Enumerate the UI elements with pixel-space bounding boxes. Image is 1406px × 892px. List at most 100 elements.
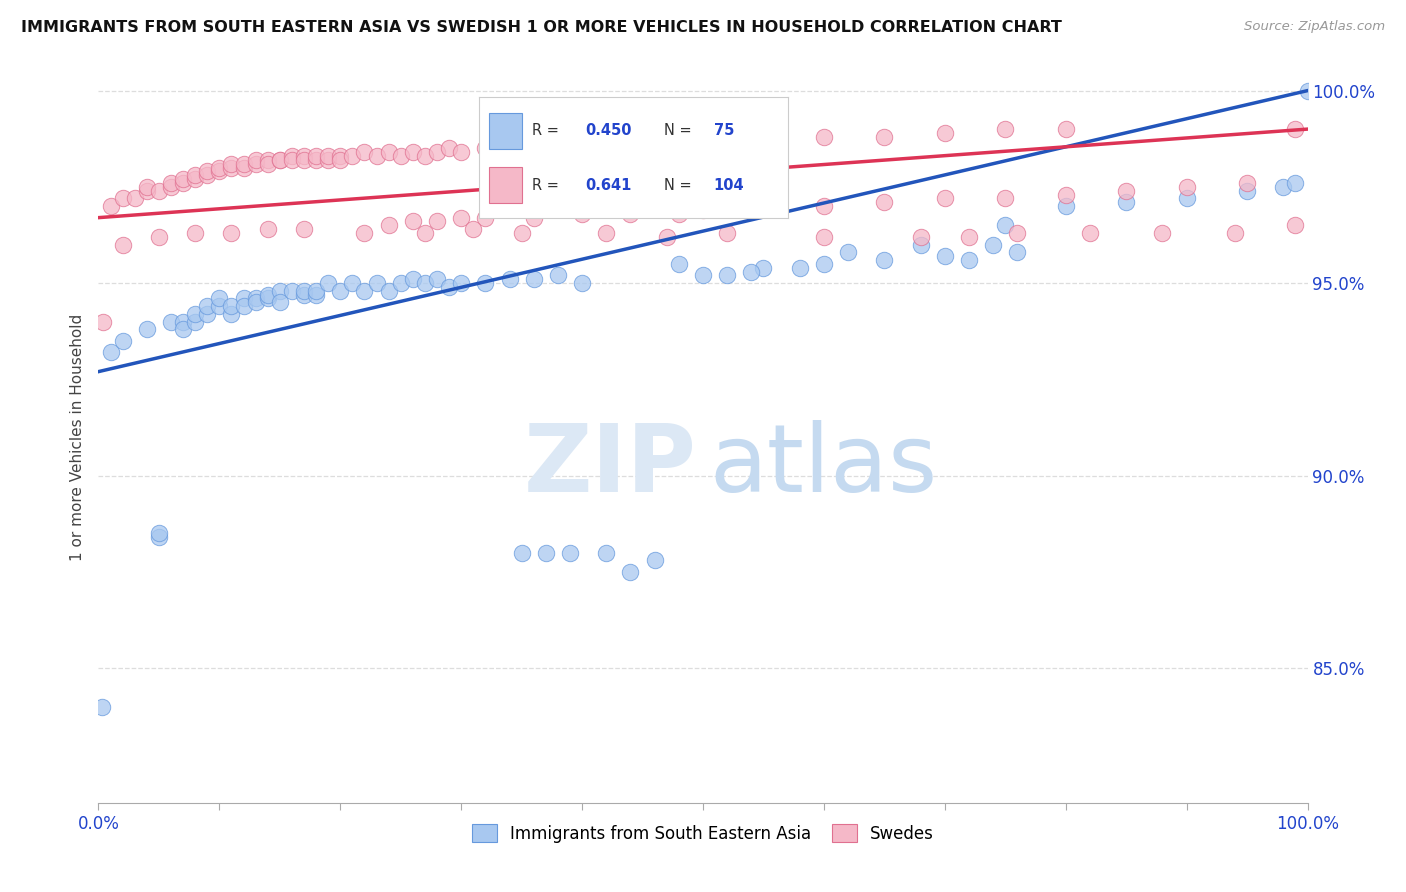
Point [342, 149, 364, 163]
Point [195, 164, 218, 178]
Point [571, 141, 593, 155]
Point [281, 153, 304, 167]
Point [1284, 176, 1306, 190]
Point [377, 219, 399, 233]
Point [752, 260, 775, 275]
Point [329, 284, 352, 298]
Point [232, 161, 254, 175]
Point [837, 245, 859, 260]
Point [498, 145, 520, 160]
Point [208, 299, 231, 313]
Point [619, 137, 641, 152]
Point [426, 214, 449, 228]
Point [353, 284, 375, 298]
Point [172, 176, 194, 190]
Point [353, 145, 375, 160]
Point [426, 145, 449, 160]
Point [389, 276, 412, 290]
Point [547, 268, 569, 283]
Point [873, 252, 896, 267]
Point [668, 257, 690, 271]
Point [281, 149, 304, 163]
Point [934, 249, 956, 263]
Point [510, 226, 533, 240]
Point [1236, 176, 1258, 190]
Point [716, 226, 738, 240]
Point [91, 315, 114, 329]
Point [595, 141, 617, 155]
Point [957, 252, 980, 267]
Point [269, 153, 291, 167]
Point [135, 184, 157, 198]
Point [221, 307, 243, 321]
Point [1236, 184, 1258, 198]
Point [813, 230, 835, 244]
Point [994, 122, 1017, 136]
Point [221, 299, 243, 313]
Point [160, 176, 183, 190]
Point [402, 272, 425, 286]
Point [305, 284, 328, 298]
Point [172, 315, 194, 329]
Point [100, 345, 122, 359]
Text: ZIP: ZIP [524, 420, 697, 512]
Point [450, 276, 472, 290]
Point [668, 137, 690, 152]
Point [752, 199, 775, 213]
Point [1078, 226, 1101, 240]
Point [124, 191, 146, 205]
Point [1007, 245, 1029, 260]
Point [148, 530, 170, 544]
Point [316, 153, 339, 167]
Point [1115, 184, 1137, 198]
Point [184, 226, 207, 240]
Point [534, 545, 557, 559]
Point [957, 230, 980, 244]
Point [389, 149, 412, 163]
Point [91, 699, 114, 714]
Point [305, 287, 328, 301]
Point [813, 129, 835, 144]
Point [353, 226, 375, 240]
Point [366, 149, 388, 163]
Point [981, 237, 1004, 252]
Point [437, 280, 460, 294]
Point [437, 141, 460, 155]
Point [595, 545, 617, 559]
Point [366, 276, 388, 290]
Point [463, 222, 485, 236]
Point [523, 211, 546, 225]
Point [571, 207, 593, 221]
Point [184, 172, 207, 186]
Text: atlas: atlas [709, 420, 938, 512]
Point [292, 287, 315, 301]
Point [256, 287, 278, 301]
Point [692, 137, 714, 152]
Point [655, 230, 678, 244]
Point [292, 284, 315, 298]
Point [498, 272, 520, 286]
Point [221, 157, 243, 171]
Point [245, 157, 267, 171]
Point [148, 230, 170, 244]
Point [256, 157, 278, 171]
Point [1007, 226, 1029, 240]
Point [135, 179, 157, 194]
Point [402, 145, 425, 160]
Point [377, 145, 399, 160]
Point [1175, 191, 1198, 205]
Point [426, 272, 449, 286]
Point [135, 322, 157, 336]
Point [873, 129, 896, 144]
Point [450, 211, 472, 225]
Point [184, 315, 207, 329]
Point [450, 145, 472, 160]
Point [160, 315, 183, 329]
Point [1223, 226, 1246, 240]
Point [789, 260, 811, 275]
Point [292, 222, 315, 236]
Point [413, 276, 436, 290]
Point [329, 149, 352, 163]
Point [221, 226, 243, 240]
Point [1175, 179, 1198, 194]
